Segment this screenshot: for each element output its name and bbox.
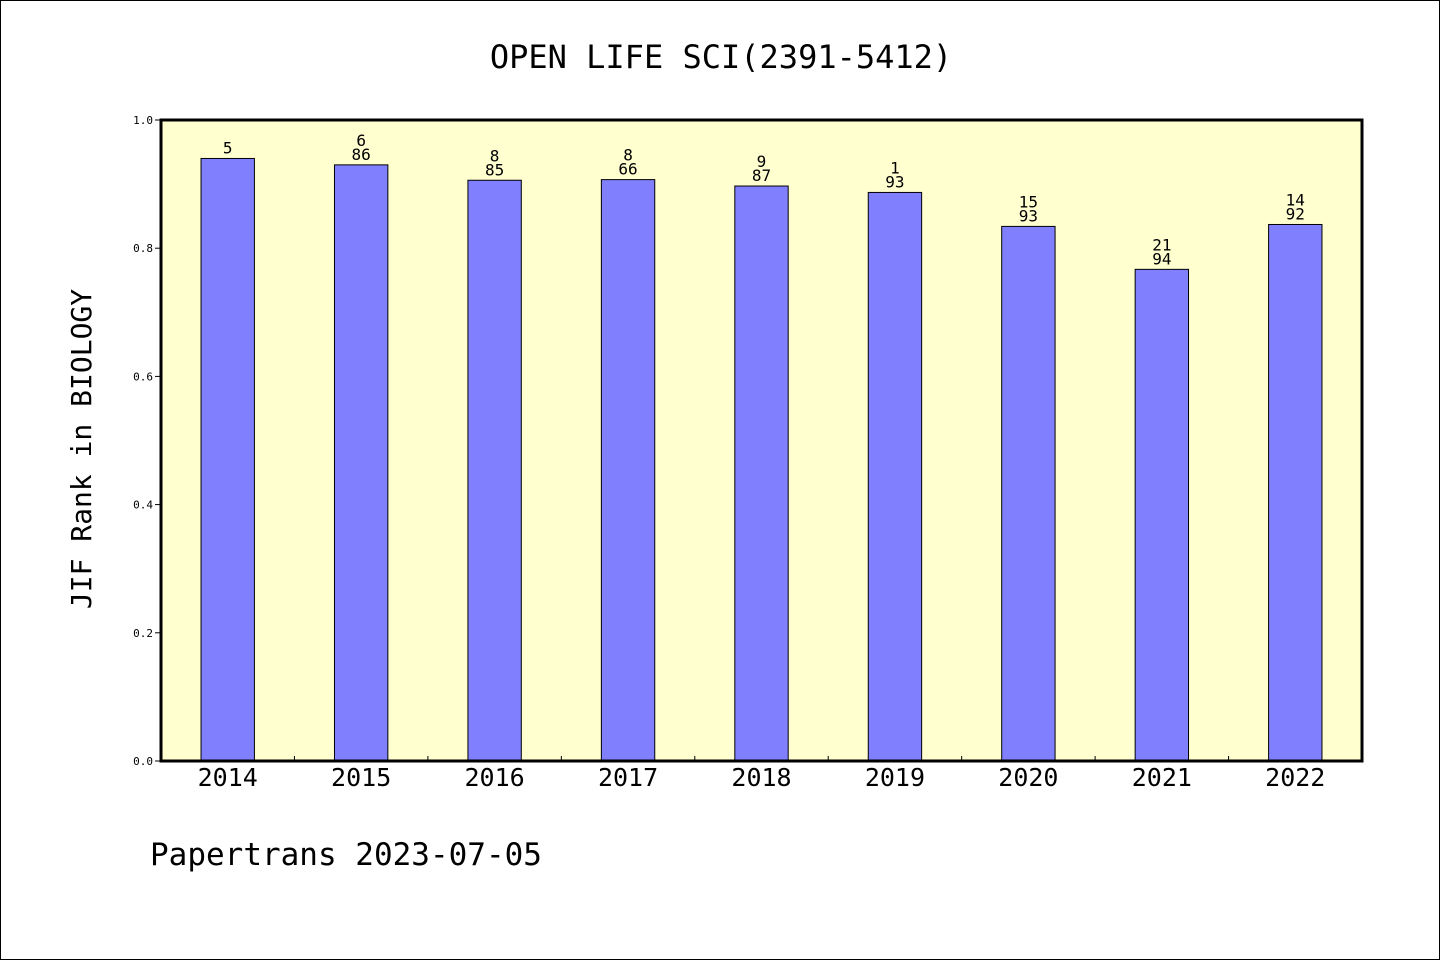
y-tick-label: 0.8 xyxy=(133,242,153,255)
y-axis-label: JIF Rank in BIOLOGY xyxy=(65,289,98,609)
bar-2018 xyxy=(734,185,789,762)
bar-2020 xyxy=(1001,225,1056,762)
x-tick-label: 2016 xyxy=(465,763,525,792)
plot-border xyxy=(159,118,1364,763)
x-tick-label: 2014 xyxy=(198,763,258,792)
bar-label: 8 xyxy=(623,146,633,165)
bar-label: 9 xyxy=(757,152,767,171)
y-tick-label: 0.0 xyxy=(133,755,153,768)
chart-title: OPEN LIFE SCI(2391-5412) xyxy=(490,38,952,76)
bar-label: 14 xyxy=(1286,190,1305,209)
x-tick-label: 2020 xyxy=(998,763,1058,792)
y-axis: 0.0 0.2 0.4 0.6 0.8 1.0 xyxy=(133,114,161,768)
x-tick-label: 2017 xyxy=(598,763,658,792)
y-tick-label: 1.0 xyxy=(133,114,153,127)
y-tick-label: 0.4 xyxy=(133,499,153,512)
x-axis: 2014 2015 2016 2017 2018 2019 2020 2021 2022 xyxy=(198,756,1325,792)
bar-2022 xyxy=(1268,223,1323,762)
x-tick-label: 2015 xyxy=(331,763,391,792)
bar-label: 6 xyxy=(356,131,366,150)
x-tick-label: 2022 xyxy=(1265,763,1325,792)
bar-label: 92 xyxy=(1286,204,1305,223)
bar-2016 xyxy=(467,179,522,762)
bar-label: 21 xyxy=(1152,235,1171,254)
bar-2015 xyxy=(333,164,389,762)
bar-label: 15 xyxy=(1019,192,1038,211)
bar-label: 86 xyxy=(352,145,371,164)
bar-2021 xyxy=(1134,268,1190,762)
bar-2014 xyxy=(200,157,255,762)
bar-label: 66 xyxy=(618,160,637,179)
x-tick-label: 2018 xyxy=(731,763,791,792)
bar-label: 85 xyxy=(485,160,504,179)
bar-label: 94 xyxy=(1152,249,1171,268)
bar-2017 xyxy=(600,179,656,762)
x-tick-label: 2019 xyxy=(865,763,925,792)
footer-credit: Papertrans 2023-07-05 xyxy=(150,837,542,873)
bar-label: 1 xyxy=(890,158,900,177)
bars xyxy=(200,157,1323,762)
bar-label: 87 xyxy=(752,166,771,185)
bar-label: 93 xyxy=(885,172,904,191)
x-tick-label: 2021 xyxy=(1132,763,1192,792)
y-tick-label: 0.6 xyxy=(133,370,153,383)
bar-2019 xyxy=(867,191,923,762)
bar-label: 8 xyxy=(490,146,500,165)
bar-label: 5 xyxy=(223,138,233,157)
bar-label: 93 xyxy=(1019,206,1038,225)
y-tick-label: 0.2 xyxy=(133,627,153,640)
